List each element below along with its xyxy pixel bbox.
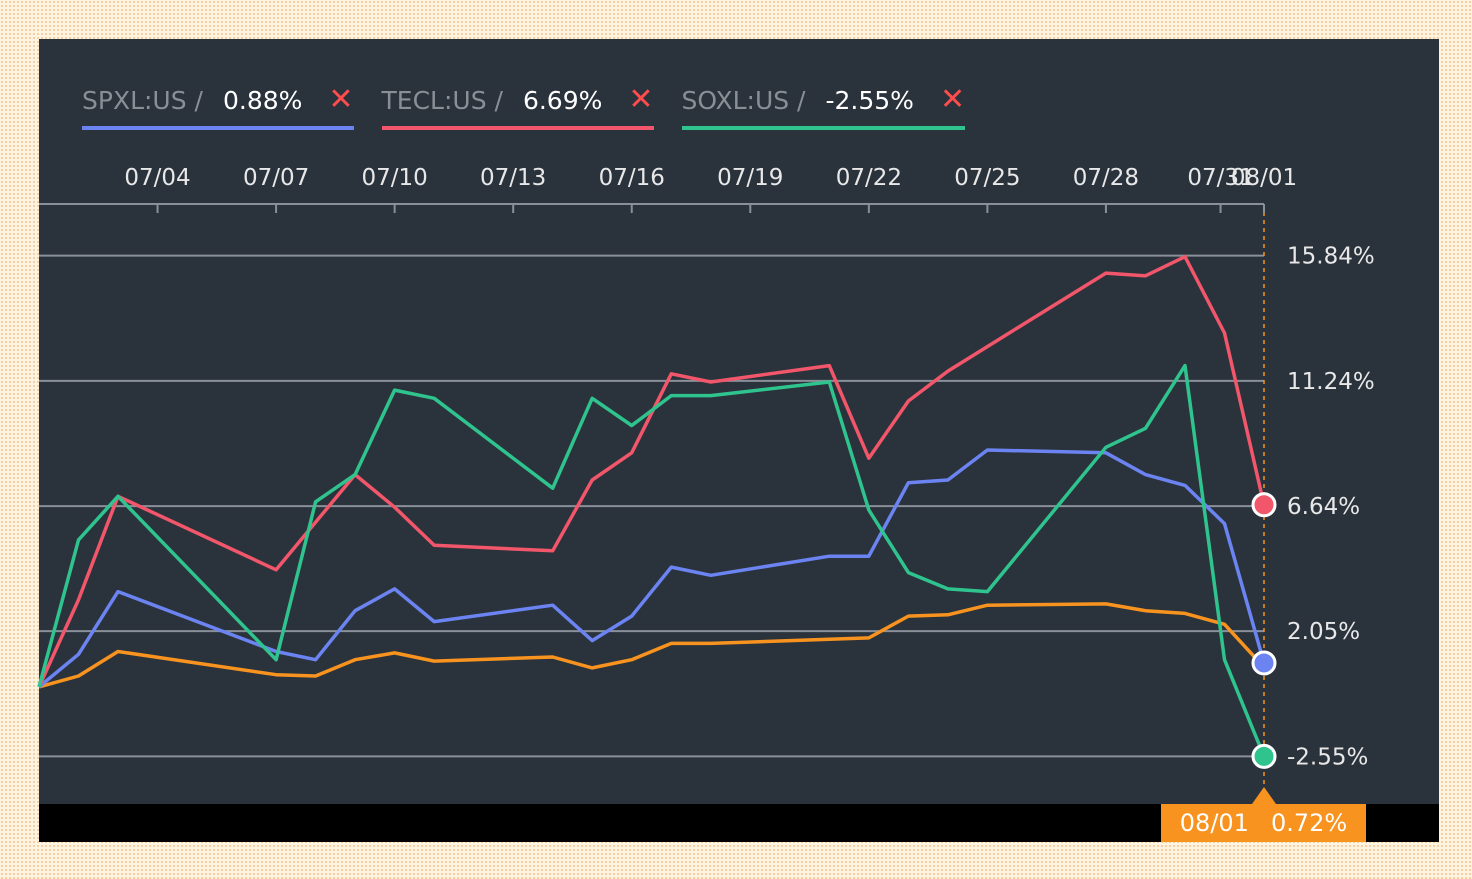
x-tick-label: 07/28 [1073,165,1139,191]
chart-panel [39,39,1439,804]
series-end-marker [1251,743,1277,769]
x-tick-label: 07/19 [717,165,783,191]
legend-value: 6.69% [522,85,603,115]
series-layer [37,254,1266,758]
grid-layer [39,204,1265,792]
x-tick-label: 07/25 [954,165,1020,191]
close-icon[interactable]: ✕ [328,82,354,117]
y-tick-label: 2.05% [1287,619,1360,645]
series-line [37,448,1266,689]
x-tick-label: 07/16 [599,165,665,191]
legend-ticker: TECL:US / [381,85,503,115]
x-tick-label: 07/13 [480,165,546,191]
legend-ticker: SPXL:US / [82,85,203,115]
x-tick-label: 07/04 [124,165,190,191]
x-tick-label: 08/01 [1231,165,1297,191]
y-tick-label: -2.55% [1287,744,1368,770]
series-line [37,254,1266,688]
crosshair-value: 0.72% [1270,809,1348,837]
crosshair-date: 08/01 [1179,809,1249,837]
x-tick-label: 07/07 [243,165,309,191]
x-tick-label: 07/10 [361,165,427,191]
y-tick-label: 15.84% [1287,244,1375,270]
legend-ticker: SOXL:US / [681,85,806,115]
crosshair-tag: 08/01 0.72% [1161,804,1366,842]
y-axis: 15.84% 11.24% 6.64% 2.05% -2.55% [1287,244,1375,771]
legend-item-tecl[interactable]: TECL:US / 6.69% ✕ [381,78,654,130]
y-tick-label: 11.24% [1287,369,1375,395]
x-axis: 07/04 07/07 07/10 07/13 07/16 07/19 07/22 07/25… [39,165,1297,213]
y-tick-label: 6.64% [1287,494,1360,520]
series-end-marker [1251,492,1277,518]
crosshair-tag-arrow [1252,787,1276,804]
close-icon[interactable]: ✕ [939,82,966,117]
series-end-marker [1251,650,1277,676]
legend-item-spxl[interactable]: SPXL:US / 0.88% ✕ [82,78,354,130]
marker-layer [1251,492,1277,769]
legend-item-soxl[interactable]: SOXL:US / -2.55% ✕ [681,78,966,130]
x-tick-label: 07/31 [1187,165,1253,191]
series-line [37,363,1266,758]
legend-value: 0.88% [222,85,303,115]
legend-value: -2.55% [825,85,914,115]
series-line [38,602,1266,689]
x-tick-label: 07/22 [836,165,902,191]
legend: SPXL:US / 0.88% ✕ TECL:US / 6.69% ✕ SOXL… [82,78,966,130]
close-icon[interactable]: ✕ [628,82,654,117]
